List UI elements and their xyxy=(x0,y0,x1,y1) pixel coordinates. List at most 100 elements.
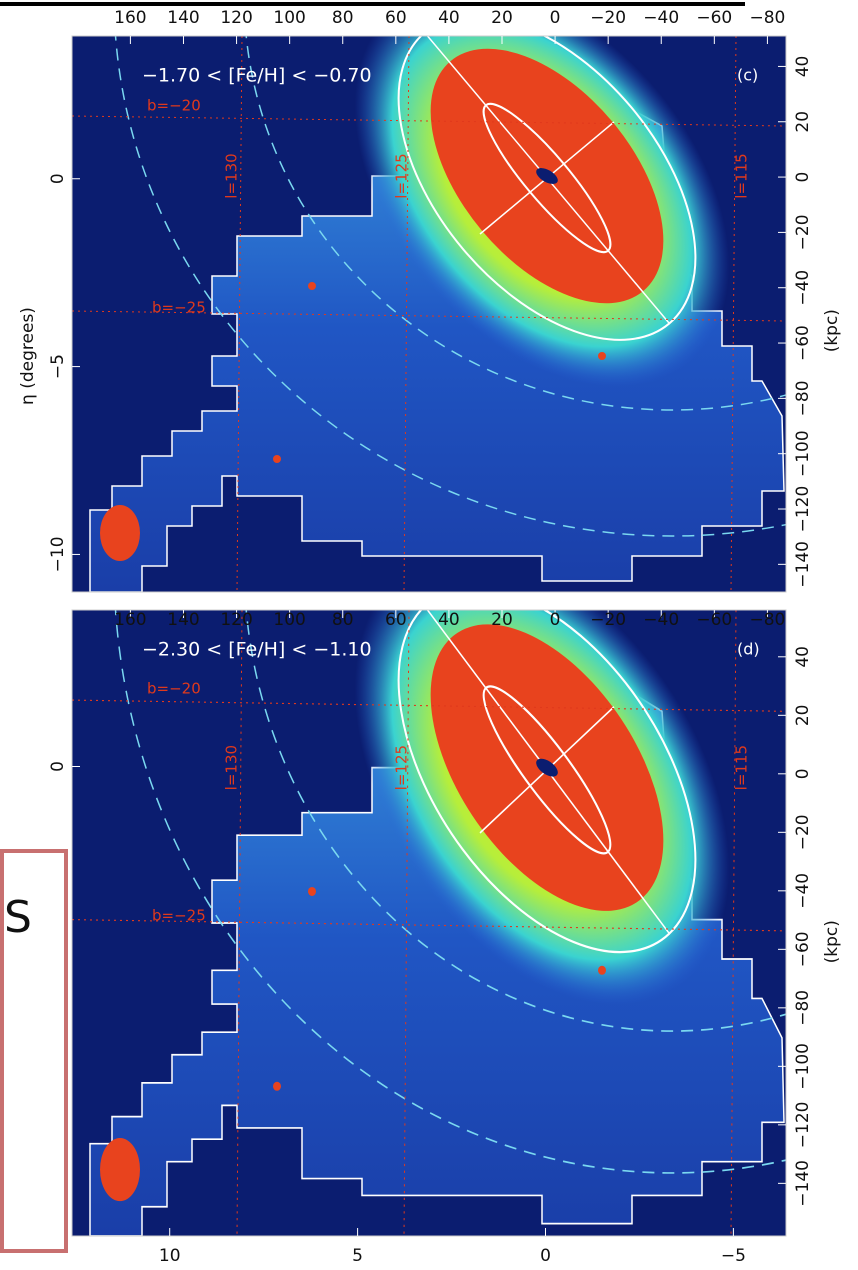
overlay-text: S xyxy=(4,892,32,943)
y2-tick-label: 0 xyxy=(793,172,813,183)
x2-tick-label: −60 xyxy=(696,8,732,28)
satellite xyxy=(100,1138,140,1202)
distance-circle xyxy=(245,36,786,411)
x2-tick-label: 140 xyxy=(167,8,199,28)
outer-ellipse xyxy=(397,610,697,954)
x2-tick-label: 20 xyxy=(491,8,513,28)
grid-label: l=115 xyxy=(733,153,751,198)
y-axis-label: η (degrees) xyxy=(18,307,38,405)
y2-tick-label: −120 xyxy=(793,1101,813,1148)
x2-tick-label: 120 xyxy=(220,610,252,630)
y2-tick-label: 0 xyxy=(793,768,813,779)
coord-grid xyxy=(730,610,737,1236)
frame xyxy=(71,35,787,593)
coord-grid xyxy=(403,36,410,592)
satellite xyxy=(273,455,281,463)
coord-grid xyxy=(403,610,410,1236)
y2-tick-label: 20 xyxy=(793,704,813,726)
grid-label: b=−25 xyxy=(152,907,206,925)
x-tick-label: −5 xyxy=(721,1246,746,1266)
x2-tick-label: 100 xyxy=(273,610,305,630)
panel-label: (d) xyxy=(737,640,760,659)
coord-grid xyxy=(730,36,737,592)
y-tick-label: 0 xyxy=(48,173,68,184)
satellite xyxy=(100,505,140,561)
core-hole xyxy=(536,758,558,777)
y2-tick-label: −140 xyxy=(793,541,813,588)
y2-tick-label: −40 xyxy=(793,270,813,306)
x2-tick-label: −20 xyxy=(590,8,626,28)
coord-grid xyxy=(72,310,786,322)
y2-tick-label: −20 xyxy=(793,214,813,250)
frame xyxy=(71,609,787,1237)
y-tick-label: −5 xyxy=(48,354,68,379)
distance-circle xyxy=(245,610,786,1032)
x2-tick-label: 60 xyxy=(385,8,407,28)
x2-tick-label: 100 xyxy=(273,8,305,28)
satellite xyxy=(308,282,316,290)
x2-tick-label: −20 xyxy=(590,610,626,630)
grid-label: l=115 xyxy=(733,745,751,790)
y2-tick-label: −60 xyxy=(793,325,813,361)
y2-tick-label: −20 xyxy=(793,814,813,850)
y-tick-label: 0 xyxy=(48,761,68,772)
y2-tick-label: −80 xyxy=(793,990,813,1026)
x2-tick-label: 160 xyxy=(114,610,146,630)
x2-tick-label: 80 xyxy=(332,8,354,28)
x2-tick-label: −40 xyxy=(643,8,679,28)
map-scaled xyxy=(72,36,786,592)
y2-tick-label: 40 xyxy=(793,56,813,78)
panel: b=−20 b=−25 l=130 l=125 l=115 −2.30 < [Fe/H] … xyxy=(48,609,842,1266)
distance-circle xyxy=(114,36,786,537)
y2-tick-label: 20 xyxy=(793,111,813,133)
grid-label: b=−25 xyxy=(152,299,206,317)
coord-grid xyxy=(72,115,786,127)
grid-label: l=125 xyxy=(393,153,411,198)
y2-axis-label: (kpc) xyxy=(822,309,842,352)
satellite xyxy=(598,965,606,975)
panel: b=−20 b=−25 l=130 l=125 l=115 −1.70 < [Fe/H] … xyxy=(18,8,842,593)
annotation: −2.30 < [Fe/H] < −1.10 xyxy=(142,639,372,661)
x2-tick-label: 140 xyxy=(167,610,199,630)
grid-label: b=−20 xyxy=(147,97,201,115)
x2-tick-label: 0 xyxy=(550,610,561,630)
panel-label: (c) xyxy=(737,66,758,85)
annotation: −1.70 < [Fe/H] < −0.70 xyxy=(142,65,372,87)
x2-tick-label: 0 xyxy=(550,8,561,28)
x-tick-label: 10 xyxy=(159,1246,181,1266)
coord-grid xyxy=(236,610,243,1236)
overlay-box xyxy=(0,849,68,1253)
outer-ellipse xyxy=(397,36,697,341)
grid-label: l=125 xyxy=(393,745,411,790)
x2-tick-label: 20 xyxy=(491,610,513,630)
x2-tick-label: −40 xyxy=(643,610,679,630)
x2-tick-label: −80 xyxy=(749,8,785,28)
x2-tick-label: −60 xyxy=(696,610,732,630)
x2-tick-label: 80 xyxy=(332,610,354,630)
y2-tick-label: −140 xyxy=(793,1160,813,1207)
grid-label: l=130 xyxy=(223,745,241,790)
x2-tick-label: 120 xyxy=(220,8,252,28)
coord-grid xyxy=(72,919,786,932)
map-layer xyxy=(72,610,786,1236)
satellite xyxy=(273,1081,281,1091)
coord-grid xyxy=(236,36,243,592)
y2-tick-label: 40 xyxy=(793,646,813,668)
y2-tick-label: −100 xyxy=(793,1043,813,1090)
grid-label: l=130 xyxy=(223,153,241,198)
grid-label: b=−20 xyxy=(147,679,201,697)
y2-tick-label: −100 xyxy=(793,430,813,477)
x2-tick-label: −80 xyxy=(749,610,785,630)
map-layer xyxy=(72,36,786,592)
x-tick-label: 0 xyxy=(540,1246,551,1266)
y-tick-label: −10 xyxy=(48,536,68,572)
map-scaled xyxy=(72,610,786,1236)
core-hole xyxy=(536,168,558,184)
x2-tick-label: 60 xyxy=(385,610,407,630)
y2-tick-label: −80 xyxy=(793,380,813,416)
y2-tick-label: −120 xyxy=(793,486,813,533)
x2-tick-label: 160 xyxy=(114,8,146,28)
y2-tick-label: −60 xyxy=(793,931,813,967)
